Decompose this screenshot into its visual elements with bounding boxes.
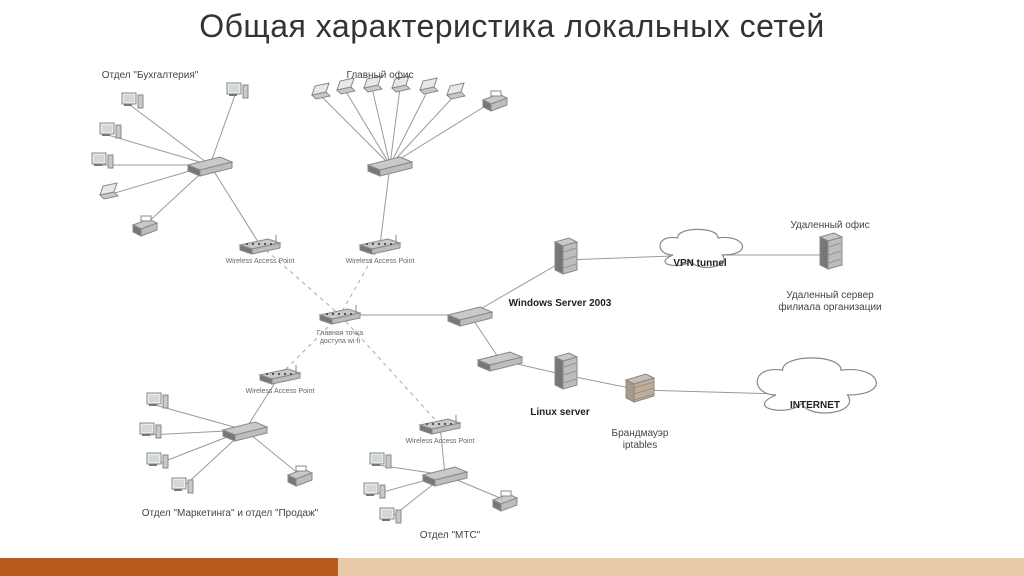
pc-icon: [172, 478, 193, 493]
network-diagram: [0, 0, 1024, 576]
label-wap2: Wireless Access Point: [346, 258, 415, 266]
label-mts: Отдел "МТС": [420, 530, 480, 542]
pc-icon: [122, 93, 143, 108]
pc-icon: [147, 453, 168, 468]
server-icon: [555, 238, 577, 274]
edge: [345, 90, 390, 165]
label-remote_office: Удаленный офис: [790, 220, 869, 232]
edge: [130, 105, 210, 165]
firewall-icon: [626, 374, 654, 402]
edge: [390, 88, 400, 165]
edge: [320, 95, 390, 165]
server-icon: [820, 233, 842, 269]
footer-accent-left: [0, 558, 338, 576]
edge: [108, 135, 210, 165]
edge: [390, 100, 495, 165]
printer-icon: [483, 91, 507, 111]
label-vpn_tunnel: VPN tunnel: [673, 258, 726, 270]
footer-bar: [0, 558, 1024, 576]
ap-icon: [240, 235, 280, 254]
label-win_server: Windows Server 2003: [509, 298, 612, 310]
ap-icon: [320, 305, 360, 324]
label-wap1: Wireless Access Point: [226, 258, 295, 266]
ap-icon: [360, 235, 400, 254]
edge: [155, 405, 245, 430]
label-accounting: Отдел "Бухгалтерия": [102, 70, 199, 82]
switch-icon: [223, 422, 267, 441]
pc-icon: [380, 508, 401, 523]
label-marketing_sales: Отдел "Маркетинга" и отдел "Продаж": [142, 508, 318, 520]
ap-icon: [260, 365, 300, 384]
pc-icon: [92, 153, 113, 168]
label-wap3: Wireless Access Point: [246, 388, 315, 396]
switch-icon: [423, 467, 467, 486]
edge: [372, 88, 390, 165]
laptop-icon: [100, 183, 118, 199]
printer-icon: [493, 491, 517, 511]
label-linux_server: Linux server: [530, 407, 589, 419]
switch-icon: [478, 352, 522, 371]
label-wap4: Wireless Access Point: [406, 438, 475, 446]
printer-icon: [133, 216, 157, 236]
switch-icon: [188, 157, 232, 176]
label-internet: INTERNET: [790, 400, 840, 412]
laptop-icon: [312, 83, 330, 99]
ap-icon: [420, 415, 460, 434]
label-main_office: Главный офис: [346, 70, 413, 82]
edge: [340, 245, 380, 315]
label-remote_server: Удаленный сервер филиала организации: [778, 290, 881, 313]
label-firewall: Брандмауэр iptables: [612, 428, 669, 451]
edge: [390, 95, 455, 165]
edge: [260, 245, 340, 315]
slide: Общая характеристика локальных сетей Отд…: [0, 0, 1024, 576]
footer-accent-right: [338, 558, 1024, 576]
switch-icon: [448, 307, 492, 326]
label-wap_main: Главная точка доступа wi-fi: [317, 330, 363, 346]
pc-icon: [140, 423, 161, 438]
pc-icon: [227, 83, 248, 98]
edge: [210, 165, 260, 245]
server-icon: [555, 353, 577, 389]
switch-icon: [368, 157, 412, 176]
printer-icon: [288, 466, 312, 486]
edge: [210, 95, 235, 165]
edge: [380, 165, 390, 245]
laptop-icon: [447, 83, 465, 99]
pc-icon: [364, 483, 385, 498]
laptop-icon: [420, 78, 438, 94]
